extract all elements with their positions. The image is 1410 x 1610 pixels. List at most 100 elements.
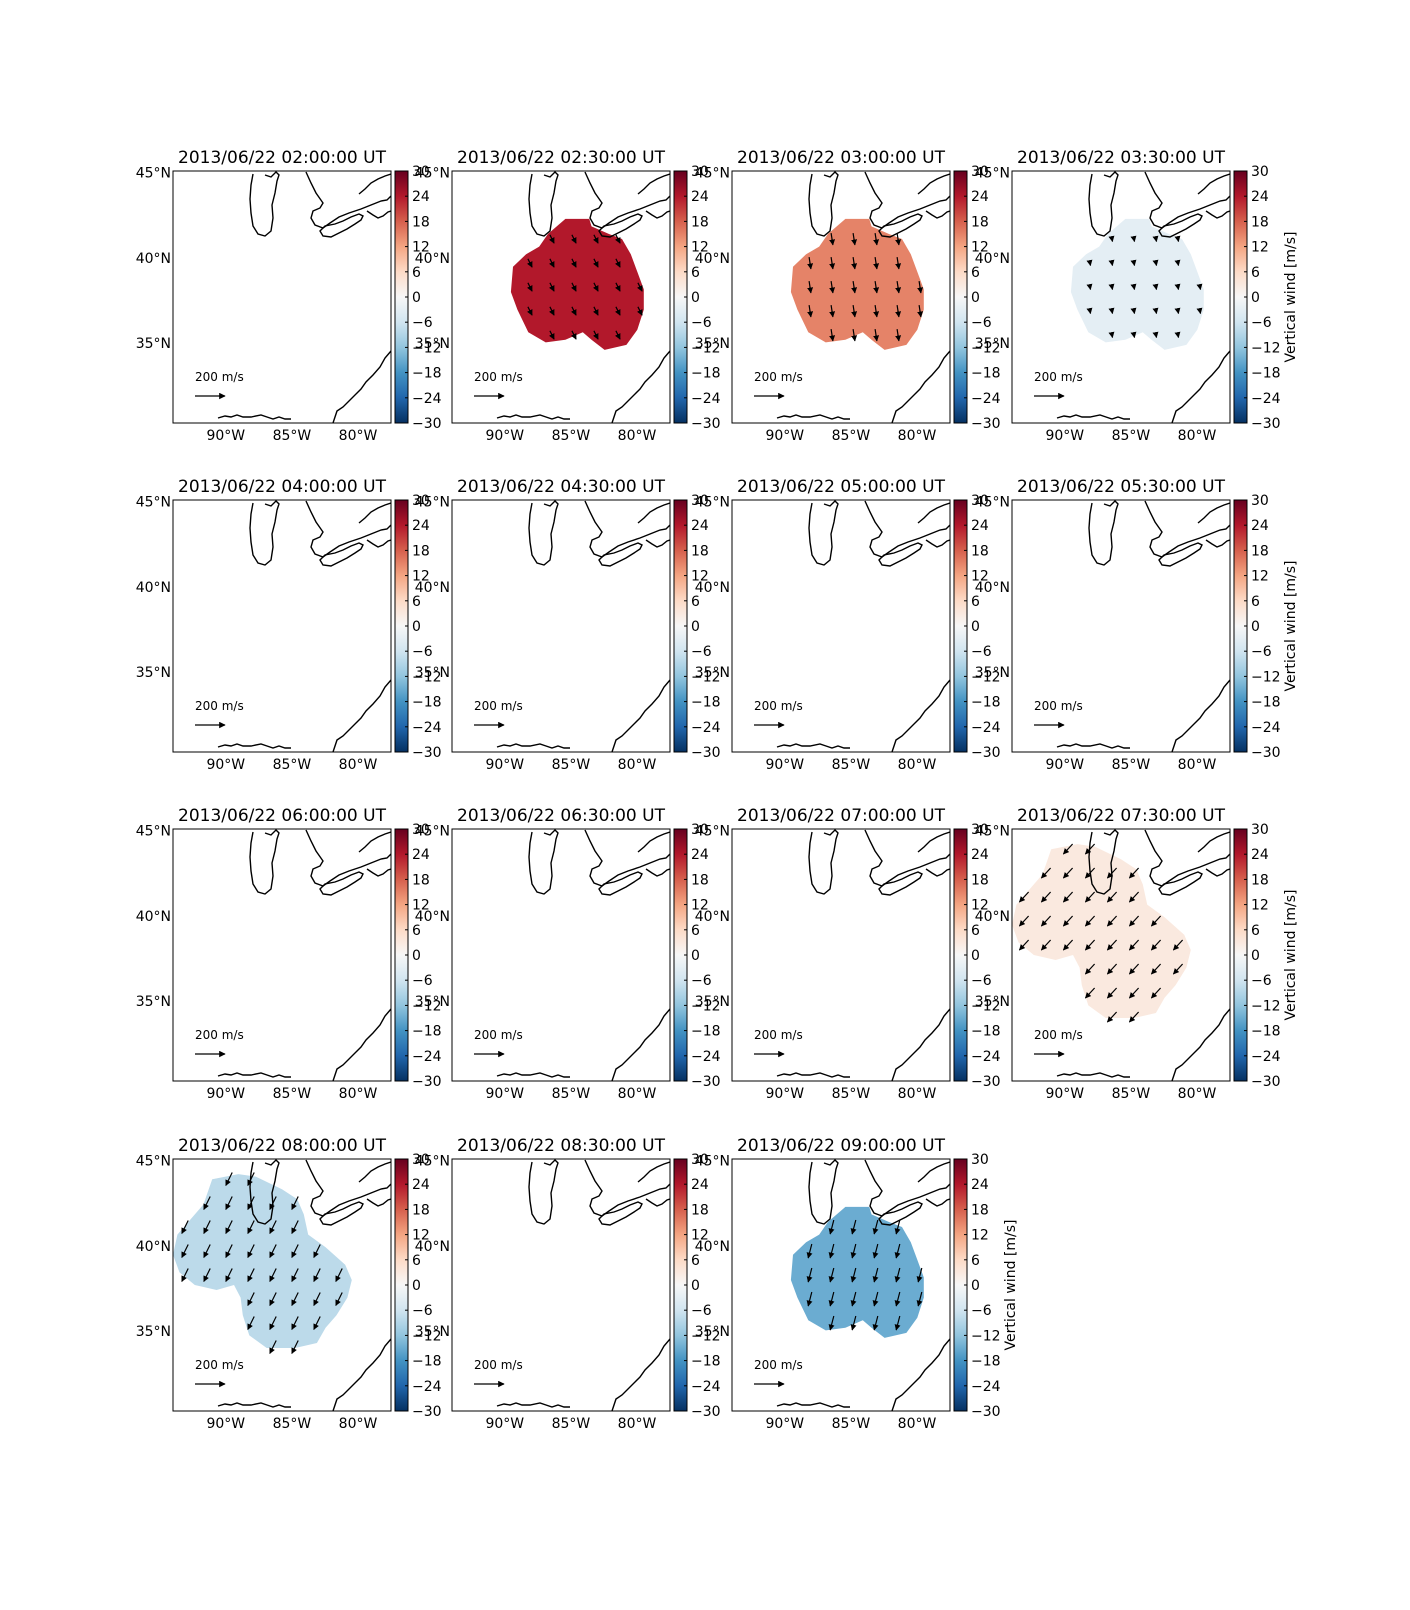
lon-tick-label: 80°W [1178, 757, 1217, 773]
lon-tick-label: 80°W [618, 428, 657, 444]
wind-vector-arrow [894, 1219, 901, 1235]
plot-frame [451, 1158, 671, 1412]
coastline [366, 868, 391, 877]
colorbar-tick-label: 12 [691, 1228, 709, 1244]
coastline [496, 1402, 570, 1408]
lon-tick-label: 85°W [273, 757, 312, 773]
lon-tick-label: 85°W [1112, 1086, 1151, 1102]
colorbar-tick-label: 30 [412, 822, 430, 838]
colorbar-tick-label: −24 [971, 1049, 1001, 1065]
colorbar-tick-label: −6 [412, 973, 433, 989]
lat-tick-label: 40°N [695, 580, 730, 596]
colorbar-tick-label: 30 [412, 1152, 430, 1168]
colorbar-tick-label: −6 [691, 315, 712, 331]
panel-title: 2013/06/22 06:30:00 UT [457, 806, 666, 826]
coastline [332, 350, 391, 423]
wind-vector-arrow [1174, 283, 1181, 291]
wind-vector-arrow [593, 282, 599, 292]
wind-vector-arrow [247, 1244, 255, 1259]
colorbar-tick-label: −12 [691, 340, 721, 356]
wind-vector-arrow [895, 233, 902, 246]
coastline [1205, 210, 1230, 219]
scale-label: 200 m/s [1034, 1028, 1083, 1042]
wind-vector-arrow [225, 1172, 233, 1187]
lat-tick-label: 35°N [415, 994, 450, 1010]
colorbar-tick-label: −18 [1251, 1024, 1281, 1040]
coastline [305, 829, 391, 887]
lat-tick-label: 45°N [695, 166, 730, 182]
wind-vector-arrow [527, 258, 533, 268]
wind-vector-arrow [873, 329, 880, 342]
colorbar-tick-label: 12 [412, 1228, 430, 1244]
colorbar-tick-label: −30 [1251, 416, 1281, 432]
wind-vector-arrow [1150, 987, 1162, 999]
wind-vector-arrow [225, 1196, 233, 1211]
lon-tick-label: 85°W [1112, 757, 1151, 773]
coastline [1158, 542, 1203, 567]
wind-vector-arrow [1018, 891, 1030, 903]
lon-tick-label: 80°W [618, 1416, 657, 1432]
colorbar-tick-label: 6 [412, 923, 421, 939]
colorbar-tick-label: 0 [691, 619, 700, 635]
coastline [598, 1201, 643, 1226]
colorbar-tick-label: −6 [971, 1303, 992, 1319]
colorbar-tick-label: 30 [412, 164, 430, 180]
wind-vector-arrow [1084, 987, 1096, 999]
colorbar-tick-label: 6 [971, 923, 980, 939]
coastline [358, 1161, 391, 1183]
wind-vector-arrow [203, 1220, 211, 1235]
colorbar-tick-label: −12 [1251, 669, 1281, 685]
wind-vector-arrow [873, 305, 880, 318]
map-panel: 2013/06/22 06:00:00 UT 200 m/s 45°N 40°N 35°… [136, 806, 442, 1102]
colorbar-tick-label: 24 [971, 189, 989, 205]
lat-tick-label: 35°N [415, 665, 450, 681]
coastline [611, 1338, 670, 1411]
colorbar-tick-label: −6 [1251, 315, 1272, 331]
wind-vector-arrow [872, 1243, 879, 1259]
colorbar-tick-label: 0 [971, 290, 980, 306]
lat-tick-label: 40°N [695, 909, 730, 925]
coastline [528, 500, 559, 566]
colorbar-tick-label: 0 [412, 1278, 421, 1294]
lon-tick-label: 80°W [1178, 1086, 1217, 1102]
wind-vector-arrow [1040, 915, 1052, 927]
wind-vector-arrow [850, 1291, 857, 1307]
coastline [598, 213, 643, 238]
wind-vector-arrow [1086, 283, 1093, 291]
wind-vector-arrow [1130, 331, 1137, 339]
lat-tick-label: 35°N [695, 994, 730, 1010]
lat-tick-label: 35°N [975, 336, 1010, 352]
wind-vector-arrow [850, 1243, 857, 1259]
lon-tick-label: 90°W [765, 1416, 804, 1432]
wind-vector-arrow [335, 1292, 343, 1307]
lon-tick-label: 85°W [832, 1086, 871, 1102]
wind-vector-arrow [269, 1244, 277, 1259]
scale-label: 200 m/s [754, 370, 803, 384]
panel-title: 2013/06/22 03:00:00 UT [737, 148, 946, 168]
plot-frame [1011, 828, 1231, 1082]
lat-tick-label: 40°N [136, 1239, 171, 1255]
lat-tick-label: 45°N [975, 824, 1010, 840]
wind-vector-arrow [527, 282, 533, 292]
coastline [319, 213, 364, 238]
coastline [808, 829, 839, 895]
colorbar-tick-label: 18 [971, 1202, 989, 1218]
colorbar-tick-label: −12 [971, 340, 1001, 356]
vertical-wind-region [1012, 844, 1191, 1018]
coastline [249, 500, 280, 566]
wind-vector-arrow [637, 306, 643, 316]
wind-vector-arrow [1128, 963, 1140, 975]
plot-frame [451, 499, 671, 753]
coastline [496, 743, 570, 749]
colorbar-tick-label: −18 [412, 1354, 442, 1370]
wind-vector-arrow [269, 1340, 277, 1355]
panel-title: 2013/06/22 08:00:00 UT [178, 1136, 387, 1156]
lon-tick-label: 80°W [339, 428, 378, 444]
wind-vector-arrow [873, 257, 880, 270]
lat-tick-label: 45°N [415, 166, 450, 182]
wind-vector-arrow [1128, 891, 1140, 903]
colorbar-tick-label: 0 [412, 290, 421, 306]
colorbar-tick-label: 6 [691, 594, 700, 610]
wind-vector-arrow [1084, 963, 1096, 975]
wind-vector-arrow [1152, 235, 1159, 243]
